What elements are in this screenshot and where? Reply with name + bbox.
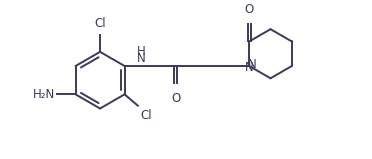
Text: O: O bbox=[245, 3, 254, 16]
Text: H: H bbox=[137, 45, 146, 59]
Text: N: N bbox=[245, 61, 254, 74]
Text: N: N bbox=[137, 52, 146, 65]
Text: H₂N: H₂N bbox=[32, 88, 55, 101]
Text: Cl: Cl bbox=[94, 17, 106, 30]
Text: O: O bbox=[171, 92, 180, 104]
Text: N: N bbox=[248, 58, 256, 71]
Text: Cl: Cl bbox=[141, 108, 152, 121]
